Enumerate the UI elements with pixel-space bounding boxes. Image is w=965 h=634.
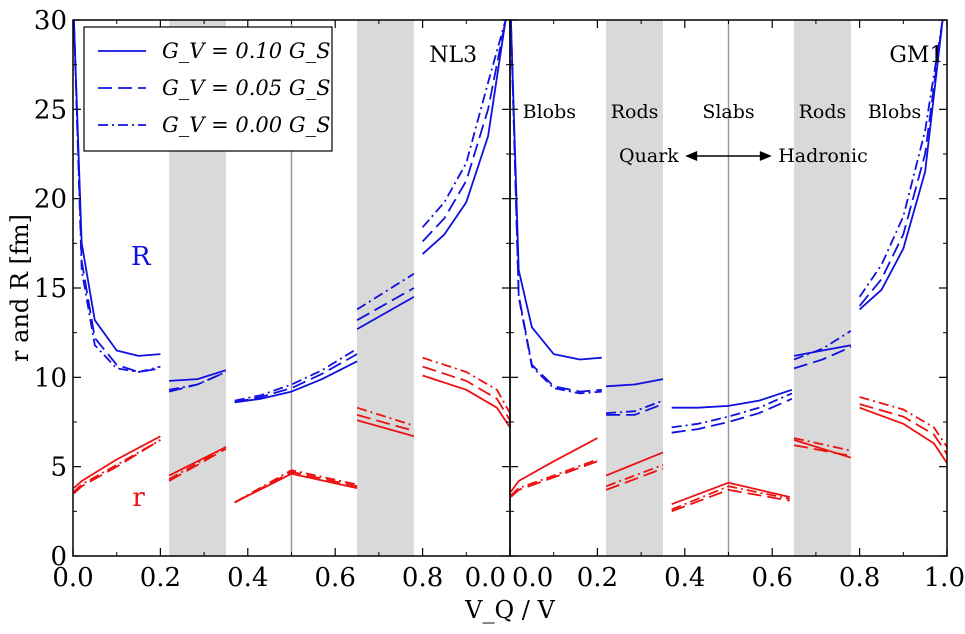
curve-r-dashdot (422, 356, 511, 414)
curve-R-solid (671, 388, 793, 409)
curve-r-dashdot (793, 437, 852, 452)
y-tick-label: 10 (34, 363, 67, 393)
x-tick-label: 0.4 (664, 563, 705, 593)
curve-r-dashed (671, 488, 790, 513)
curve-r-dashed (605, 467, 664, 491)
curve-R-solid (858, 19, 944, 311)
curve-R-dashed (606, 403, 664, 416)
shaded-region (357, 20, 414, 556)
shaded-region (606, 20, 663, 556)
y-axis-title: r and R [fm] (6, 214, 34, 362)
curve-R-solid (421, 19, 507, 255)
phase-label: Blobs (868, 101, 921, 123)
curve-R-dashdot (858, 19, 944, 298)
curve-r-solid (605, 451, 664, 477)
x-tick-label: 0.2 (140, 563, 181, 593)
legend-box (83, 26, 333, 152)
curve-r-dashdot (234, 469, 358, 504)
curve-R-solid (606, 378, 664, 388)
curve-r-dashed (356, 414, 415, 432)
curve-R-dashdot (421, 19, 507, 228)
curve-R-dashdot (671, 392, 793, 429)
curve-R-dashed (858, 19, 944, 307)
curve-r-solid (234, 472, 358, 504)
x-tick-label: 0.8 (839, 563, 880, 593)
x-tick-label: 0.0 (465, 563, 506, 593)
curve-r-dashed (168, 448, 227, 482)
curve-R-dashed (793, 346, 852, 370)
curve-R-dashdot (606, 399, 664, 414)
curve-r-solid (422, 374, 511, 428)
y-tick-label: 20 (34, 185, 67, 215)
legend-entry: G_V = 0.10 G_S (162, 39, 330, 63)
curve-label-r: r (132, 483, 145, 513)
curve-r-dashed (793, 444, 852, 457)
curve-R-dashed (671, 397, 793, 434)
y-tick-label: 5 (50, 453, 67, 483)
curve-label-R: R (131, 242, 152, 272)
curve-R-dashdot (510, 19, 602, 395)
curve-R-solid (793, 344, 852, 357)
curve-R-dashed (510, 19, 602, 393)
quark-label: Quark (619, 145, 679, 167)
curve-R-solid (234, 360, 358, 404)
y-tick-label: 15 (34, 274, 67, 304)
curve-R-dashdot (234, 347, 358, 402)
curve-r-dashed (422, 365, 511, 421)
legend-entry: G_V = 0.00 G_S (162, 113, 330, 137)
x-tick-label: 0.6 (752, 563, 793, 593)
y-tick-label: 0 (50, 542, 67, 572)
hadronic-label: Hadronic (778, 145, 868, 167)
arrow-right-head (759, 151, 772, 161)
phase-label: Rods (799, 101, 847, 123)
curve-R-dashed (356, 287, 415, 321)
curve-R-solid (356, 296, 415, 330)
phase-label: Rods (611, 101, 659, 123)
x-tick-label: 1.0 (924, 563, 965, 593)
curve-R-dashed (234, 353, 358, 404)
model-label: NL3 (429, 43, 477, 68)
x-tick-label: 0.6 (315, 563, 356, 593)
curve-r-dashdot (73, 439, 161, 493)
curve-r-solid (510, 437, 598, 493)
curve-R-solid (510, 19, 602, 361)
curve-r-solid (671, 481, 790, 506)
curve-R-dashed (421, 19, 507, 243)
curve-R-dashdot (168, 371, 227, 391)
arrow-left-head (685, 151, 698, 161)
curve-r-dashed (859, 403, 948, 455)
y-tick-label: 25 (34, 95, 67, 125)
curve-r-dashdot (671, 485, 790, 511)
x-tick-label: 0.8 (402, 563, 443, 593)
curve-r-solid (73, 435, 161, 489)
phase-label: Slabs (702, 101, 754, 123)
curve-r-dashdot (168, 446, 227, 480)
phase-label: Blobs (523, 101, 576, 123)
x-tick-label: 0.4 (227, 563, 268, 593)
model-label: GM1 (889, 43, 943, 68)
legend-entry: G_V = 0.05 G_S (162, 76, 330, 100)
curve-r-dashdot (510, 458, 598, 496)
curve-r-dashed (73, 439, 161, 495)
curve-r-dashed (234, 471, 358, 504)
curve-R-dashdot (356, 272, 415, 311)
y-tick-label: 30 (34, 6, 67, 36)
shaded-region (794, 20, 851, 556)
x-tick-label: 0.0 (512, 563, 553, 593)
curve-r-solid (356, 419, 415, 438)
curve-r-solid (859, 406, 948, 464)
x-axis-title: V_Q / V (464, 596, 555, 624)
curve-R-solid (169, 369, 227, 382)
curve-R-dashdot (73, 19, 161, 373)
curve-r-dashdot (356, 406, 415, 427)
curve-r-dashed (510, 460, 598, 498)
curve-r-dashdot (859, 396, 948, 448)
x-tick-label: 0.0 (52, 563, 93, 593)
x-tick-label: 0.2 (577, 563, 618, 593)
